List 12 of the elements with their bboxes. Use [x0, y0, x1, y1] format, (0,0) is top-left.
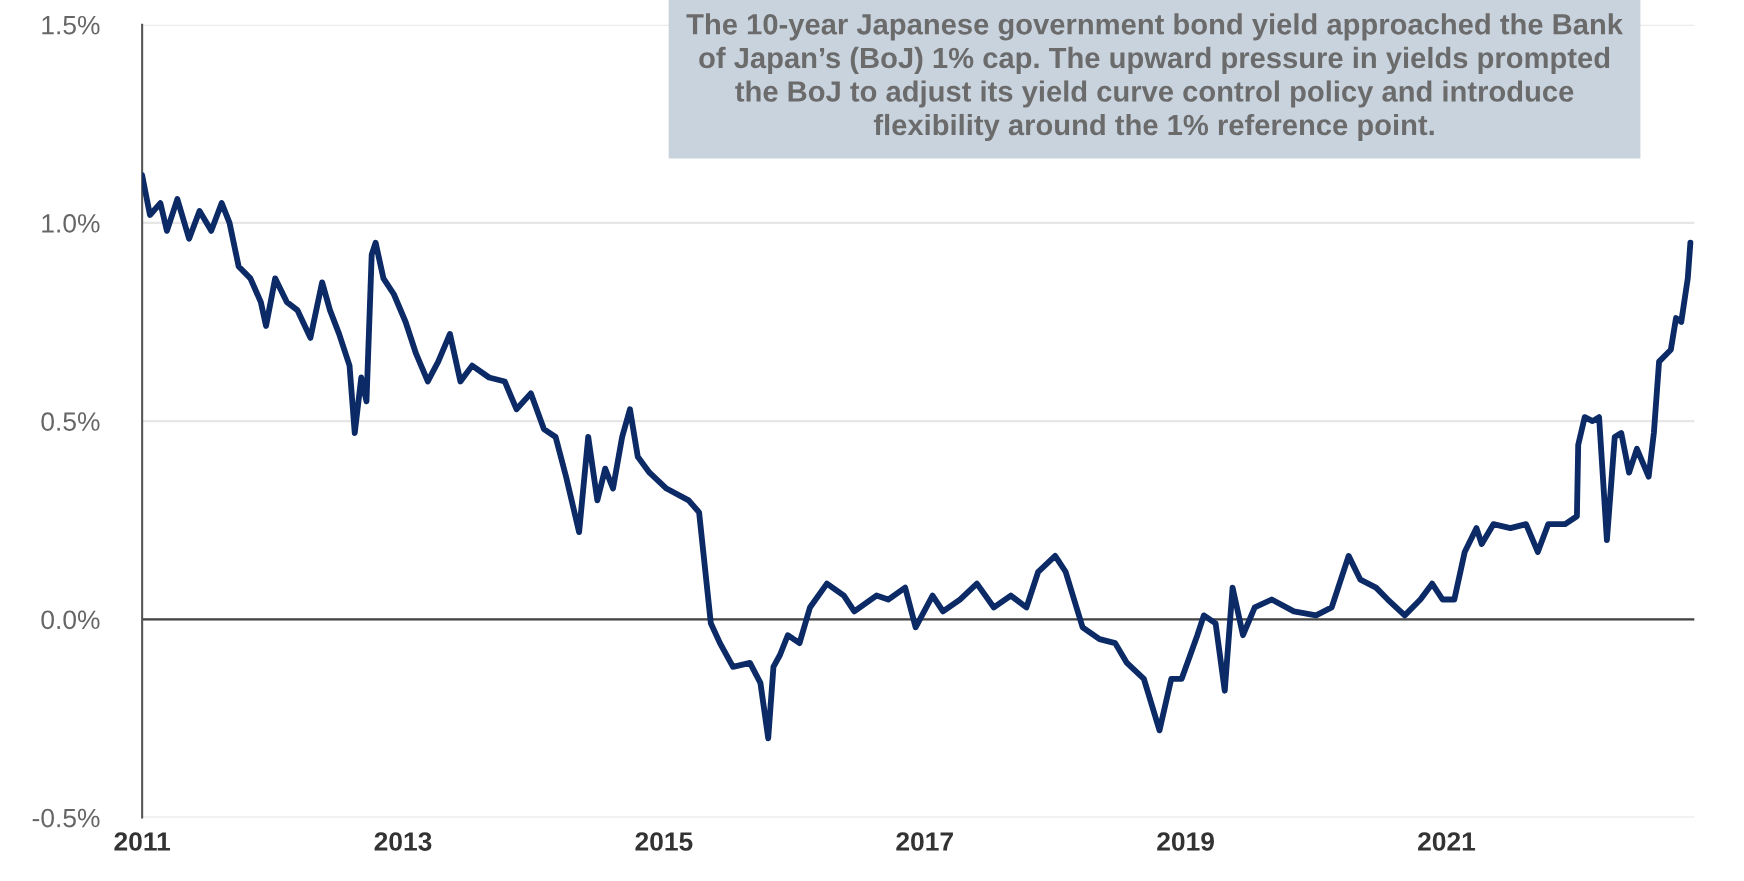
- y-tick-label: 0.0%: [41, 610, 100, 630]
- x-tick-label: 2021: [1418, 832, 1476, 851]
- x-tick-label: 2011: [114, 832, 171, 851]
- y-tick-label: 1.0%: [42, 214, 100, 233]
- y-tick-label: -0.5%: [32, 808, 100, 828]
- x-tick-label: 2017: [896, 832, 953, 851]
- y-tick-label: 0.5%: [41, 412, 100, 431]
- x-tick-label: 2019: [1157, 832, 1214, 851]
- y-tick-label: 1.5%: [42, 15, 100, 35]
- x-tick-label: 2013: [374, 832, 432, 851]
- x-tick-label: 2015: [635, 832, 693, 851]
- annotation: The 10-year Japanese government bond yield approached the Bank of Japan’s (BoJ) 1% cap. The upward pressure in yields prompted the BoJ to adjust its yield curve control policy and introduce flexibility around the 1% reference point.: [686, 13, 1624, 142]
